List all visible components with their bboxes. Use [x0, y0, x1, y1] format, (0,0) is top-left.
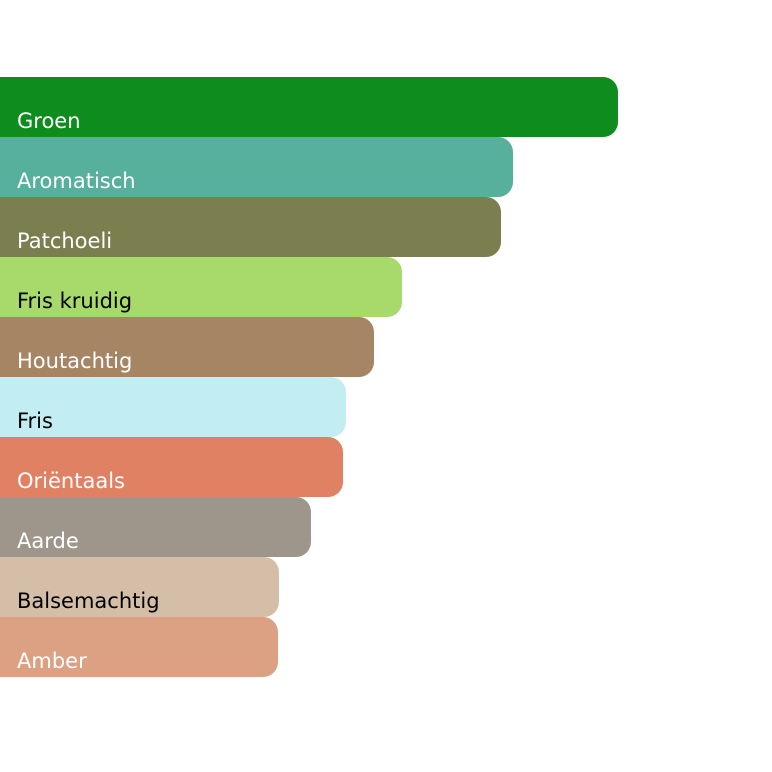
bar-label: Groen [17, 109, 81, 133]
bar-groen: Groen [0, 77, 618, 137]
bar-balsemachtig: Balsemachtig [0, 557, 279, 617]
bar-label: Fris [17, 409, 53, 433]
bar-fris-kruidig: Fris kruidig [0, 257, 402, 317]
bar-fris: Fris [0, 377, 347, 437]
bar-aromatisch: Aromatisch [0, 137, 513, 197]
bar-label: Amber [17, 649, 87, 673]
bar-oriëntaals: Oriëntaals [0, 437, 343, 497]
bar-patchoeli: Patchoeli [0, 197, 501, 257]
bar-label: Aromatisch [17, 169, 136, 193]
bar-label: Fris kruidig [17, 289, 133, 313]
bar-label: Oriëntaals [17, 469, 125, 493]
bar-label: Balsemachtig [17, 589, 160, 613]
bar-amber: Amber [0, 617, 279, 677]
bar-label: Patchoeli [17, 229, 113, 253]
bar-label: Houtachtig [17, 349, 133, 373]
bar-label: Aarde [17, 529, 79, 553]
bar-aarde: Aarde [0, 497, 311, 557]
bar-houtachtig: Houtachtig [0, 317, 374, 377]
